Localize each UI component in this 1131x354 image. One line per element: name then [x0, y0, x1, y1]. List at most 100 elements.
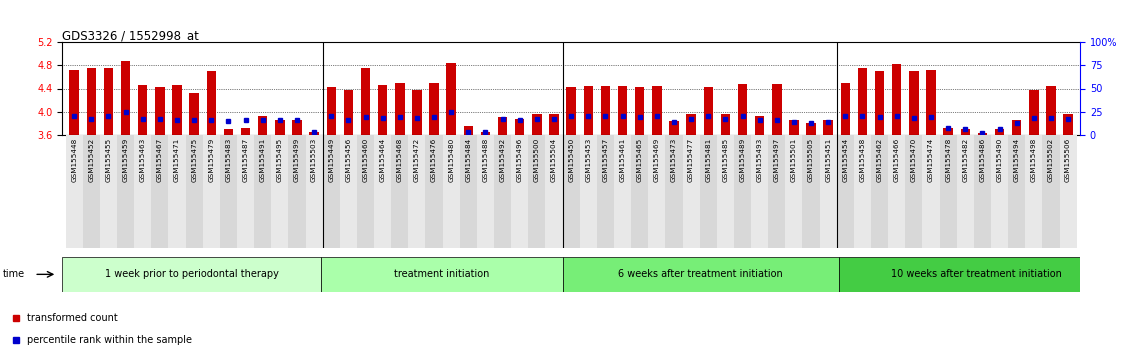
Bar: [344, 90, 353, 135]
Text: GSM155450: GSM155450: [568, 138, 575, 182]
Text: GSM155455: GSM155455: [105, 138, 112, 182]
Bar: [447, 63, 456, 135]
Bar: [888, 135, 905, 248]
Text: GSM155493: GSM155493: [757, 138, 762, 182]
Text: GSM155466: GSM155466: [893, 138, 900, 182]
Bar: [460, 135, 477, 248]
Bar: [464, 126, 473, 135]
Bar: [533, 114, 542, 135]
Bar: [670, 121, 679, 135]
Text: GSM155503: GSM155503: [311, 138, 317, 182]
Text: GSM155506: GSM155506: [1065, 138, 1071, 182]
Text: GSM155500: GSM155500: [534, 138, 539, 182]
Bar: [135, 135, 152, 248]
Text: GSM155499: GSM155499: [294, 138, 300, 182]
Bar: [310, 132, 319, 135]
Bar: [104, 68, 113, 135]
Bar: [361, 68, 370, 135]
Text: GSM155473: GSM155473: [671, 138, 677, 182]
Text: GSM155485: GSM155485: [723, 138, 728, 182]
Text: GSM155504: GSM155504: [551, 138, 558, 182]
Text: GSM155457: GSM155457: [603, 138, 608, 182]
Bar: [785, 135, 803, 248]
Text: 10 weeks after treatment initiation: 10 weeks after treatment initiation: [891, 269, 1062, 279]
Bar: [238, 135, 254, 248]
Bar: [789, 120, 798, 135]
Bar: [116, 135, 135, 248]
Bar: [69, 69, 79, 135]
Bar: [395, 83, 405, 135]
Bar: [271, 135, 288, 248]
Text: GSM155474: GSM155474: [929, 138, 934, 182]
Text: 1 week prior to periodontal therapy: 1 week prior to periodontal therapy: [105, 269, 278, 279]
Bar: [412, 90, 422, 135]
Bar: [926, 70, 935, 135]
Bar: [321, 257, 562, 292]
Text: GSM155477: GSM155477: [688, 138, 694, 182]
Text: GSM155478: GSM155478: [946, 138, 951, 182]
Bar: [653, 86, 662, 135]
Text: GSM155496: GSM155496: [517, 138, 523, 182]
Bar: [258, 116, 267, 135]
Text: GSM155490: GSM155490: [996, 138, 1002, 182]
Bar: [940, 135, 957, 248]
Bar: [700, 135, 717, 248]
Text: GSM155471: GSM155471: [174, 138, 180, 182]
Bar: [357, 135, 374, 248]
Bar: [155, 87, 165, 135]
Text: GSM155501: GSM155501: [791, 138, 797, 182]
Bar: [511, 135, 528, 248]
Text: GSM155454: GSM155454: [843, 138, 848, 182]
Text: GSM155459: GSM155459: [122, 138, 129, 182]
Text: time: time: [3, 269, 25, 279]
Bar: [905, 135, 923, 248]
Text: GSM155448: GSM155448: [71, 138, 77, 182]
Bar: [515, 119, 525, 135]
Bar: [957, 135, 974, 248]
Bar: [857, 68, 867, 135]
Text: GSM155468: GSM155468: [397, 138, 403, 182]
Bar: [665, 135, 682, 248]
Bar: [374, 135, 391, 248]
Bar: [1063, 114, 1073, 135]
Bar: [185, 135, 202, 248]
Text: GSM155497: GSM155497: [774, 138, 779, 182]
Bar: [974, 135, 991, 248]
Bar: [202, 135, 219, 248]
Bar: [717, 135, 734, 248]
Bar: [614, 135, 631, 248]
Bar: [83, 135, 100, 248]
Text: GSM155470: GSM155470: [910, 138, 917, 182]
Bar: [1080, 114, 1090, 135]
Text: GSM155480: GSM155480: [448, 138, 455, 182]
Bar: [703, 87, 713, 135]
Bar: [305, 135, 322, 248]
Text: GSM155487: GSM155487: [242, 138, 249, 182]
Text: GSM155498: GSM155498: [1030, 138, 1037, 182]
Bar: [991, 135, 1008, 248]
Bar: [1043, 135, 1060, 248]
Bar: [378, 85, 387, 135]
Text: GDS3326 / 1552998_at: GDS3326 / 1552998_at: [62, 29, 199, 42]
Bar: [562, 135, 580, 248]
Text: transformed count: transformed count: [27, 313, 118, 323]
Text: GSM155488: GSM155488: [483, 138, 489, 182]
Text: GSM155495: GSM155495: [277, 138, 283, 182]
Bar: [550, 114, 559, 135]
Bar: [648, 135, 665, 248]
Text: 6 weeks after treatment initiation: 6 weeks after treatment initiation: [619, 269, 783, 279]
Text: GSM155484: GSM155484: [465, 138, 472, 182]
Bar: [838, 257, 1115, 292]
Bar: [545, 135, 562, 248]
Bar: [737, 84, 748, 135]
Text: treatment initiation: treatment initiation: [394, 269, 490, 279]
Bar: [498, 117, 508, 135]
Bar: [288, 135, 305, 248]
Bar: [152, 135, 169, 248]
Bar: [720, 114, 731, 135]
Text: GSM155481: GSM155481: [706, 138, 711, 182]
Bar: [327, 87, 336, 135]
Bar: [751, 135, 768, 248]
Text: GSM155453: GSM155453: [585, 138, 592, 182]
Bar: [631, 135, 648, 248]
